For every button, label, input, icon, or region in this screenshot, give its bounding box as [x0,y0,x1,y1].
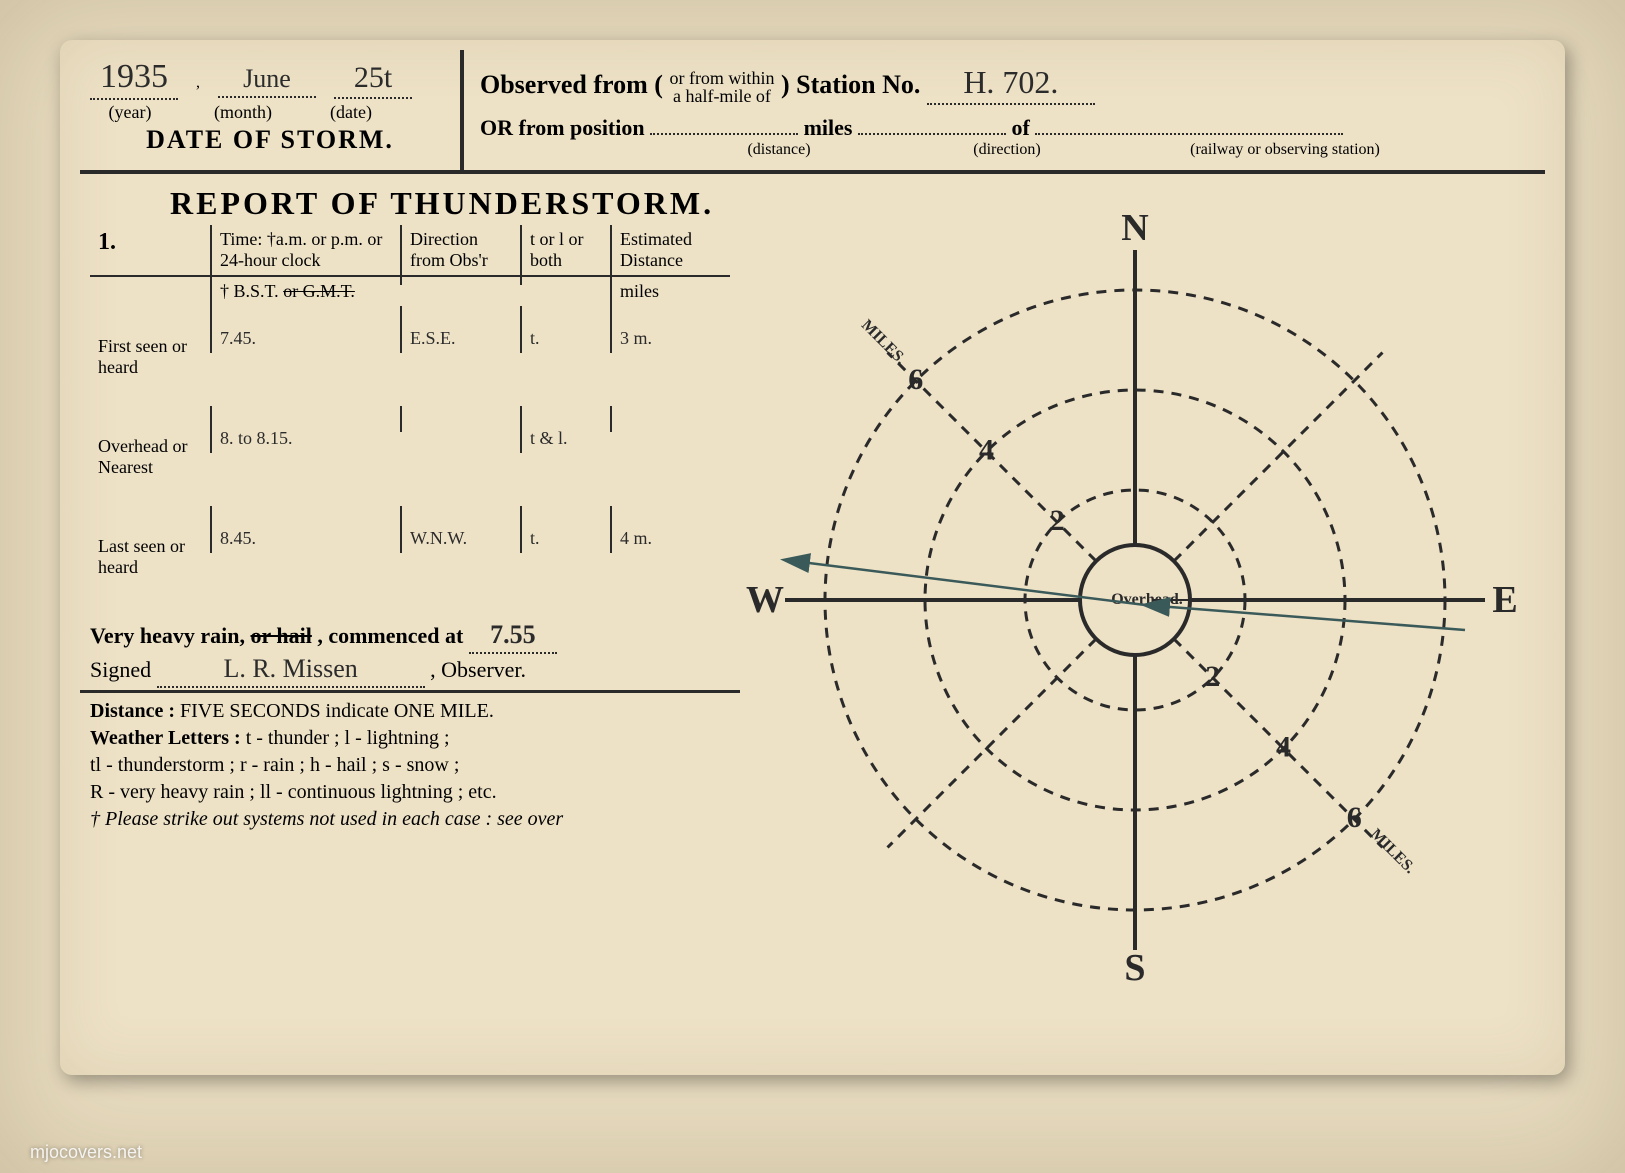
divider-top [80,170,1545,174]
signed-value: L. R. Missen [157,654,425,688]
paren-top: or from within [669,68,774,88]
station-no-label: Station No. [796,70,920,99]
table-header-row: 1. Time: †a.m. or p.m. or 24-hour clock … [90,225,730,277]
date-of-storm-block: 1935 , June 25t (year) (month) (date) DA… [90,58,450,155]
divider-top-vertical [460,50,464,170]
table-row: Overhead or Nearest 8. to 8.15. t & l. [90,406,730,506]
signed-line: Signed L. R. Missen , Observer. [90,654,526,688]
sub-direction: (direction) [927,141,1087,159]
legend-block: Distance : FIVE SECONDS indicate ONE MIL… [90,698,730,833]
cell-tl-0: t. [520,306,610,353]
report-title: REPORT OF THUNDERSTORM. [170,185,714,222]
legend-distance-text: FIVE SECONDS indicate ONE MILE. [180,700,494,722]
watermark: mjocovers.net [30,1142,142,1163]
legend-line5: † Please strike out systems not used in … [90,806,730,833]
cell-dist-0: 3 m. [610,306,730,353]
signed-suffix: , Observer. [430,657,526,682]
observed-block: Observed from ( or from within a half-mi… [480,64,1535,159]
svg-text:2: 2 [1205,660,1220,693]
svg-text:2: 2 [1050,504,1065,537]
cell-time-0: 7.45. [210,306,400,353]
compass-diagram: NSEW224466MILES.MILES.Overhead. [745,210,1525,990]
rain-strike: or hail [251,623,312,648]
miles-label: miles [804,115,853,140]
cell-dir-2: W.N.W. [400,506,520,553]
bst-label: † B.S.T. [220,281,279,301]
svg-text:S: S [1124,947,1145,989]
of-label: of [1012,115,1030,140]
cell-dist-1 [610,406,730,432]
rain-mid: , commenced at [317,623,463,648]
sub-station: (railway or observing station) [1125,141,1445,159]
paren-bot: a half-mile of [673,86,771,106]
year-label: (year) [90,102,170,123]
table-number: 1. [90,225,210,260]
cell-time-1: 8. to 8.15. [210,406,400,453]
svg-text:MILES.: MILES. [858,317,909,368]
cell-dir-0: E.S.E. [400,306,520,353]
legend-weather-1: t - thunder ; l - lightning ; [246,727,450,749]
th-tl: t or l or both [520,225,610,275]
table-row: Last seen or heard 8.45. W.N.W. t. 4 m. [90,506,730,606]
legend-weather-label: Weather Letters : [90,727,241,749]
year-value: 1935 [90,58,178,100]
position-station-field [1035,131,1343,135]
svg-text:4: 4 [979,434,994,467]
month-label: (month) [198,102,288,123]
row-label-last: Last seen or heard [90,506,210,582]
cell-tl-2: t. [520,506,610,553]
svg-text:6: 6 [1347,801,1362,834]
gmt-strike: or G.M.T. [283,281,355,301]
svg-text:N: N [1121,210,1148,249]
or-from-label: OR from position [480,115,645,140]
report-card: 1935 , June 25t (year) (month) (date) DA… [60,40,1565,1075]
cell-dist-2: 4 m. [610,506,730,553]
th-time: Time: †a.m. or p.m. or 24-hour clock [210,225,400,275]
svg-text:E: E [1492,579,1517,621]
divider-mid [80,690,740,693]
svg-text:6: 6 [908,363,923,396]
row-label-overhead: Overhead or Nearest [90,406,210,482]
month-value: June [218,64,316,98]
compass-svg: NSEW224466MILES.MILES.Overhead. [745,210,1525,990]
signed-label: Signed [90,657,151,682]
legend-line4: R - very heavy rain ; ll - continuous li… [90,779,730,806]
date-of-storm-title: DATE OF STORM. [90,125,450,155]
rain-prefix: Very heavy rain, [90,623,245,648]
observation-table: 1. Time: †a.m. or p.m. or 24-hour clock … [90,225,730,606]
rain-line: Very heavy rain, or hail , commenced at … [90,620,557,654]
table-subheader-row: † B.S.T. or G.M.T. miles [90,277,730,306]
row-label-first: First seen or heard [90,306,210,382]
sub-distance: (distance) [699,141,859,159]
observed-from-label: Observed from [480,70,648,99]
legend-line3: tl - thunderstorm ; r - rain ; h - hail … [90,752,730,779]
legend-distance-label: Distance : [90,700,175,722]
cell-tl-1: t & l. [520,406,610,453]
station-no-value: H. 702. [927,64,1095,105]
position-distance-field [650,131,798,135]
svg-text:4: 4 [1276,730,1291,763]
day-value: 25t [334,61,412,99]
th-distance: Estimated Distance [610,225,730,275]
th-miles: miles [610,277,730,306]
th-direction: Direction from Obs'r [400,225,520,275]
position-direction-field [858,131,1006,135]
table-row: First seen or heard 7.45. E.S.E. t. 3 m. [90,306,730,406]
date-label: (date) [316,102,386,123]
cell-dir-1 [400,406,520,432]
svg-text:MILES.: MILES. [1367,826,1418,877]
cell-time-2: 8.45. [210,506,400,553]
svg-text:W: W [746,579,784,621]
rain-value: 7.55 [469,620,557,654]
